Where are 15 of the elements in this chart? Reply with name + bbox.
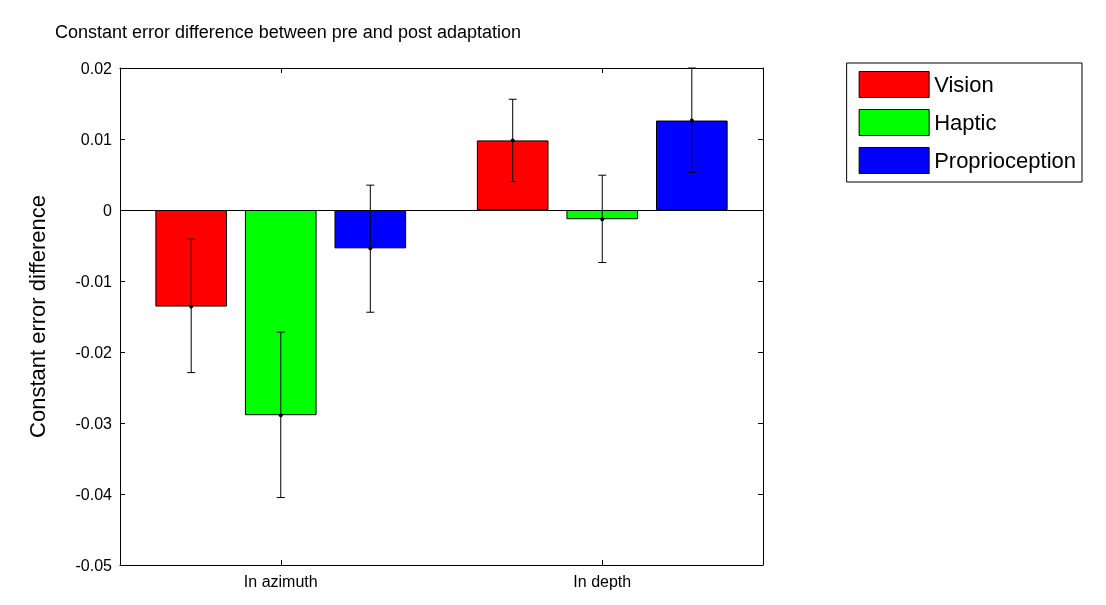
y-tick-label: 0.02 bbox=[80, 59, 113, 77]
x-tick-label: In azimuth bbox=[243, 572, 318, 590]
y-tick-label: 0.01 bbox=[80, 130, 113, 148]
y-tick-label: -0.02 bbox=[75, 343, 113, 361]
x-tick-label: In depth bbox=[573, 572, 632, 590]
y-tick-label: -0.04 bbox=[75, 485, 113, 503]
y-tick-label: -0.01 bbox=[75, 272, 113, 290]
y-tick-label: -0.05 bbox=[75, 556, 113, 574]
legend-label: Haptic bbox=[934, 110, 997, 135]
legend-label: Vision bbox=[934, 72, 994, 97]
y-axis-title: Constant error difference bbox=[24, 195, 50, 438]
y-tick-label: 0 bbox=[103, 201, 113, 219]
chart-title: Constant error difference between pre and post adaptation bbox=[55, 22, 521, 42]
legend-label: Proprioception bbox=[934, 148, 1077, 173]
y-tick-label: -0.03 bbox=[75, 414, 113, 432]
